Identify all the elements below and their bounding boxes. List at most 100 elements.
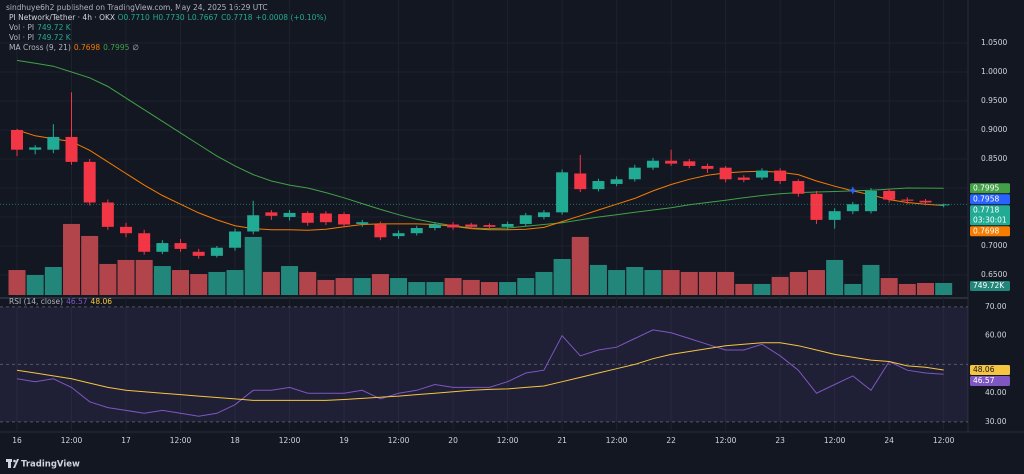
- volume-bar: [135, 259, 153, 295]
- legend-item: 0.7995: [103, 43, 129, 52]
- legend-item: +0.0008 (+0.10%): [256, 13, 327, 22]
- legend-item: RSI (14, close): [9, 297, 63, 306]
- volume-bar: [44, 267, 62, 295]
- footer-logo: [6, 459, 19, 468]
- candle: [646, 157, 659, 171]
- x-tick-label: 24: [884, 436, 894, 445]
- candle-body: [683, 161, 696, 166]
- volume-bar: [153, 266, 171, 295]
- axis-label-box: [970, 205, 1010, 226]
- candle: [810, 190, 823, 224]
- x-tick-label: 12:00: [497, 436, 519, 445]
- candle-body: [919, 200, 932, 203]
- volume-label-box: 749.72K: [970, 281, 1010, 291]
- candle-body: [719, 167, 732, 180]
- x-tick-label: 12:00: [388, 436, 410, 445]
- countdown: 03:30:01: [973, 215, 1007, 224]
- logo-slash: [13, 459, 19, 468]
- y-tick-label: 0.7000: [981, 241, 1007, 250]
- y-tick-label: 40.00: [985, 388, 1007, 397]
- legend-item: 0.7698: [74, 43, 100, 52]
- logo-dot: [13, 459, 16, 463]
- candle-body: [465, 224, 478, 227]
- candle-body: [556, 172, 569, 213]
- candle-body: [774, 170, 787, 182]
- volume-bar: [898, 283, 916, 295]
- volume-bar: [480, 282, 498, 295]
- volume-bar: [917, 283, 934, 295]
- candle: [556, 169, 569, 215]
- candle: [283, 210, 296, 221]
- legend-row: RSI (14, close) 46.57 48.06: [9, 297, 112, 306]
- candle-body: [47, 136, 60, 150]
- volume-bar: [172, 270, 190, 295]
- legend-item: 749.72 K: [37, 23, 72, 32]
- x-tick-label: 12:00: [824, 436, 846, 445]
- candle: [247, 200, 260, 235]
- volume-bar: [26, 275, 44, 295]
- candle-body: [301, 212, 314, 223]
- candles: [11, 92, 950, 259]
- volume-bar: [771, 276, 789, 295]
- x-tick-label: 12:00: [606, 436, 628, 445]
- legend-item: 749.72 K: [37, 33, 72, 42]
- ma-slow-label: 0.7995: [973, 183, 999, 192]
- rsi-ma-label-box: 48.06: [970, 364, 1010, 375]
- x-tick-label: 19: [339, 436, 349, 445]
- ma-fast-label: 0.7698: [973, 226, 999, 235]
- volume-label: 749.72K: [973, 281, 1005, 290]
- candle: [883, 188, 896, 203]
- y-tick-label: 0.8500: [981, 154, 1007, 163]
- candle: [901, 197, 914, 205]
- logo-stem: [8, 459, 11, 468]
- candle-body: [156, 243, 169, 252]
- volume-bar: [335, 278, 353, 295]
- volume-bar: [499, 282, 517, 295]
- candle-body: [937, 204, 950, 206]
- candle-body: [501, 223, 514, 227]
- volume-bar: [99, 263, 117, 295]
- candle-body: [864, 190, 877, 212]
- volume-bar: [299, 271, 317, 295]
- volume-bar: [626, 267, 644, 295]
- volume-bar: [226, 270, 244, 295]
- volume-bar: [644, 270, 662, 295]
- candle-body: [247, 215, 260, 232]
- candle: [265, 210, 278, 220]
- legend-item: Vol · PI: [9, 33, 34, 42]
- candle: [192, 248, 205, 259]
- volume-bar: [880, 278, 898, 295]
- candle: [374, 221, 387, 241]
- candle-body: [11, 129, 23, 150]
- axis-label-box: [970, 226, 1010, 237]
- candle: [719, 165, 732, 183]
- volume-bar: [8, 270, 26, 295]
- candle: [156, 240, 169, 255]
- candle-body: [265, 212, 278, 216]
- ma-slow-label-box: 0.7995: [970, 183, 1010, 194]
- marker-label: 0.7958: [973, 194, 999, 203]
- candle: [628, 164, 641, 182]
- y-tick-label: 0.9500: [981, 96, 1007, 105]
- candle: [864, 187, 877, 214]
- candle: [755, 168, 768, 180]
- axis-label-box: [970, 194, 1010, 205]
- candle: [774, 168, 787, 184]
- candle-body: [574, 173, 587, 190]
- candle-body: [537, 212, 550, 217]
- legend-item: L0.7667: [188, 13, 219, 22]
- volume-bar: [208, 271, 226, 295]
- candle-body: [883, 190, 896, 200]
- candle: [828, 208, 841, 229]
- axis-label-box: [970, 364, 1010, 375]
- rsi-ma-label: 48.06: [973, 365, 995, 374]
- candle-body: [846, 204, 859, 212]
- candle: [319, 211, 332, 226]
- candle-body: [120, 226, 133, 234]
- candle-body: [755, 170, 768, 178]
- axis-label-box: [970, 183, 1010, 194]
- candle: [174, 239, 187, 252]
- candle: [47, 124, 60, 154]
- candle: [229, 228, 242, 251]
